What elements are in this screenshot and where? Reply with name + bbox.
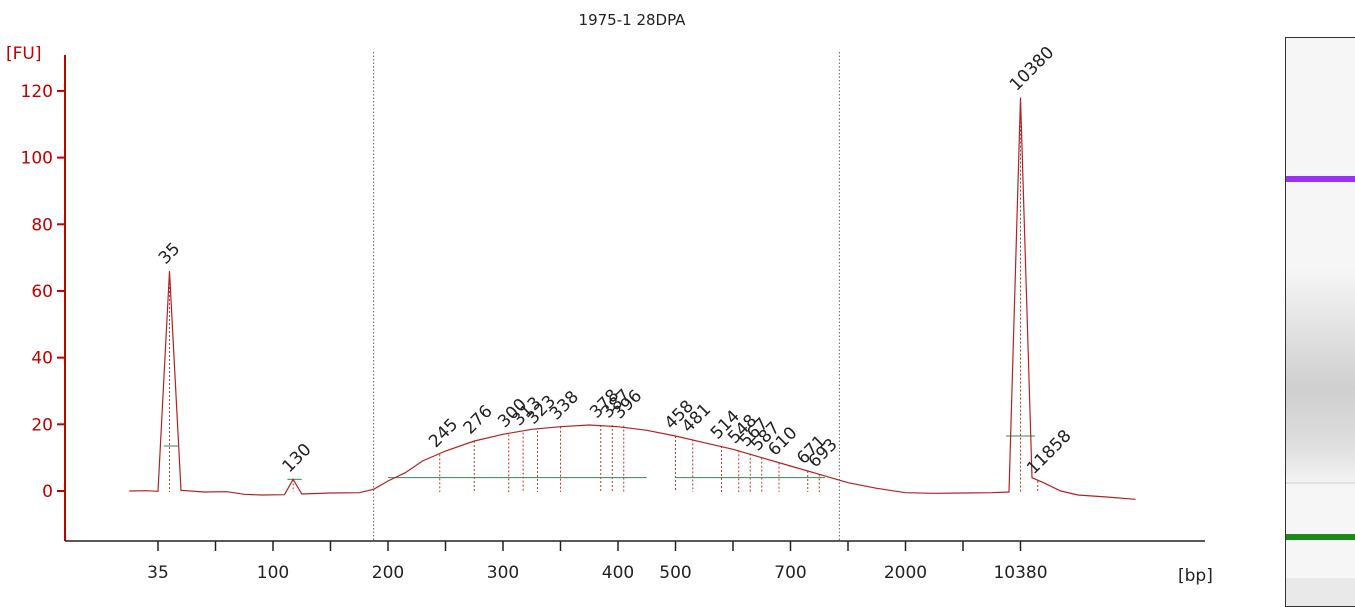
x-tick-label: 200 — [372, 563, 404, 583]
x-tick-label: 100 — [257, 563, 289, 583]
peak-label: 130 — [279, 440, 316, 477]
electropherogram: 1975-1 28DPA [FU] [bp] 0 20 40 60 80 100 120 3… — [6, 11, 1213, 586]
x-tick-label: 300 — [487, 563, 519, 583]
electropherogram-trace — [129, 97, 1136, 500]
peak-label: 276 — [460, 401, 497, 438]
peak-annotations — [163, 97, 1039, 492]
x-tick-label: 10380 — [993, 563, 1047, 583]
lower-marker-band — [1286, 534, 1355, 540]
chart-title: 1975-1 28DPA — [579, 11, 687, 29]
y-axis-unit: [FU] — [6, 44, 42, 64]
y-tick-label: 120 — [21, 82, 53, 102]
y-tick-label: 60 — [31, 282, 53, 302]
y-tick-label: 40 — [31, 349, 53, 369]
faint-band — [1286, 482, 1355, 484]
x-tick-label: 500 — [659, 563, 691, 583]
region-markers — [373, 52, 840, 541]
y-tick-label: 20 — [31, 415, 53, 435]
x-ticks: 35 100 200 300 400 500 700 2000 10380 — [147, 541, 1048, 583]
upper-marker-band — [1286, 176, 1355, 182]
smear-band — [1286, 268, 1355, 488]
peak-label: 35 — [155, 239, 184, 268]
y-tick-label: 0 — [42, 482, 53, 502]
y-ticks: 0 20 40 60 80 100 120 — [21, 82, 65, 502]
x-tick-label: 2000 — [884, 563, 927, 583]
peak-label: 338 — [546, 387, 583, 424]
y-tick-label: 100 — [21, 149, 53, 169]
x-tick-label: 400 — [602, 563, 634, 583]
y-tick-label: 80 — [31, 215, 53, 235]
x-tick-label: 700 — [774, 563, 806, 583]
axes — [64, 55, 1205, 542]
gel-image — [1285, 37, 1355, 607]
x-axis-unit: [bp] — [1178, 566, 1213, 586]
peak-label: 10380 — [1006, 43, 1058, 95]
x-tick-label: 35 — [147, 563, 169, 583]
gel-bottom-shade — [1286, 578, 1355, 606]
peak-label: 245 — [425, 415, 462, 452]
trace — [129, 97, 1136, 500]
